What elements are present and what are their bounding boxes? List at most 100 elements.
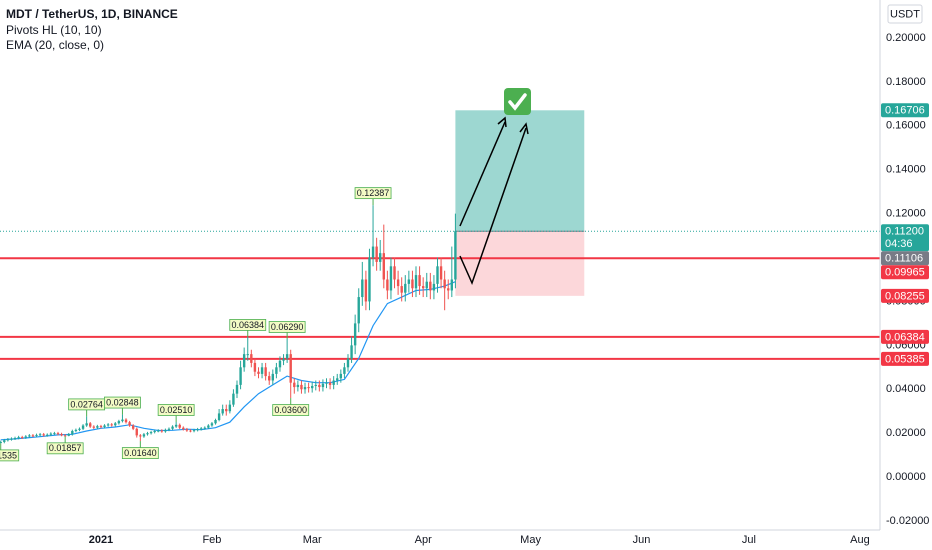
candle-body — [443, 279, 446, 289]
candle-body — [429, 281, 432, 291]
candle-body — [321, 383, 325, 388]
pivot-label-box — [46, 442, 84, 455]
candle-body — [303, 387, 307, 390]
candle-body — [192, 430, 196, 432]
price-tag-label: 0.08255 — [885, 290, 925, 302]
pivot-label: 0.01535 — [0, 450, 17, 460]
x-tick-label: Mar — [303, 534, 322, 546]
candle-body — [289, 354, 292, 383]
pivot-label: 0.02848 — [106, 397, 139, 407]
candle-body — [92, 426, 95, 428]
candle-body — [174, 424, 178, 427]
y-tick-label: 0.20000 — [886, 32, 926, 44]
candle-body — [343, 367, 346, 374]
candle-body — [207, 425, 210, 428]
pivot-label-box — [104, 396, 141, 409]
candle-body — [228, 404, 232, 412]
candle-body — [157, 430, 160, 432]
candle-body — [167, 428, 171, 430]
candle-body — [67, 434, 70, 436]
arrow — [459, 127, 527, 286]
candle-body — [182, 427, 185, 430]
candle-body — [382, 253, 385, 280]
candle-body — [38, 434, 42, 436]
candle-body — [203, 427, 206, 429]
candle-body — [332, 380, 335, 385]
pivot-label-box — [354, 187, 392, 200]
pivot-label: 0.01857 — [49, 443, 82, 453]
indicator-name: Pivots HL (10, 10) — [6, 23, 102, 37]
candle-body — [225, 409, 228, 412]
pivot-label-box — [157, 404, 195, 416]
pivot-label-box — [268, 321, 306, 333]
candle-body — [250, 354, 253, 363]
y-tick-label: 0.14000 — [886, 164, 926, 176]
candle-body — [81, 425, 85, 429]
candle-body — [232, 393, 235, 405]
candle-body — [164, 429, 167, 432]
candle-body — [6, 439, 10, 441]
candle-body — [235, 384, 239, 394]
pivot-label: 0.02764 — [70, 399, 103, 409]
candle-body — [78, 428, 81, 430]
candle-body — [20, 437, 24, 439]
candle-body — [131, 425, 135, 429]
candle-body — [275, 367, 278, 374]
price-tag-label: 0.05385 — [885, 353, 925, 365]
candle-body — [74, 429, 78, 431]
price-tag — [881, 224, 929, 252]
candle-body — [325, 382, 328, 384]
candle-body — [89, 423, 92, 427]
currency-box[interactable] — [887, 4, 923, 24]
candle-body — [46, 434, 49, 436]
currency[interactable]: USDT — [890, 8, 920, 20]
candle-body — [278, 360, 282, 368]
x-tick-label: May — [520, 534, 541, 546]
candle-body — [42, 434, 45, 436]
candle-body — [414, 275, 418, 289]
candle-body — [24, 436, 27, 438]
candle-body — [371, 246, 375, 258]
candle-body — [35, 434, 38, 436]
candle-body — [257, 371, 260, 374]
candle-body — [271, 373, 275, 381]
candle-body — [242, 354, 246, 368]
price-tag — [881, 103, 929, 118]
profit-zone — [455, 110, 585, 232]
price-tag — [881, 251, 929, 266]
candle-body — [178, 424, 181, 428]
arrow-head — [497, 116, 507, 128]
candle-body — [142, 434, 146, 437]
price-tag — [881, 351, 929, 366]
candle-body — [454, 231, 457, 280]
candle-body — [153, 430, 156, 433]
candle-body — [307, 387, 310, 389]
candle-body — [189, 430, 192, 432]
price-tag-label: 0.11106 — [885, 253, 923, 265]
candle-body — [110, 424, 113, 426]
candle-body — [260, 367, 264, 374]
candle-body — [393, 266, 396, 280]
candle-body — [407, 279, 411, 284]
candle-body — [146, 433, 149, 435]
candle-body — [246, 354, 249, 356]
candle-body — [268, 376, 271, 381]
y-tick-label: 0.04000 — [886, 383, 926, 395]
candle-body — [200, 428, 203, 430]
y-tick-label: 0.18000 — [886, 76, 926, 88]
candle-body — [361, 279, 364, 298]
candle-body — [357, 297, 360, 324]
candle-body — [214, 420, 217, 424]
pivot-label: 0.02510 — [160, 405, 193, 415]
candle-body — [128, 422, 131, 426]
candle-body — [60, 434, 63, 436]
x-tick-label: Apr — [415, 534, 432, 546]
candle-body — [421, 286, 425, 289]
chart-title: MDT / TetherUS, 1D, BINANCE — [6, 7, 178, 21]
candle-body — [339, 373, 343, 379]
candle-body — [375, 246, 378, 262]
x-tick-label: Feb — [202, 534, 221, 546]
candle-body — [293, 382, 296, 388]
candle-body — [389, 266, 393, 291]
